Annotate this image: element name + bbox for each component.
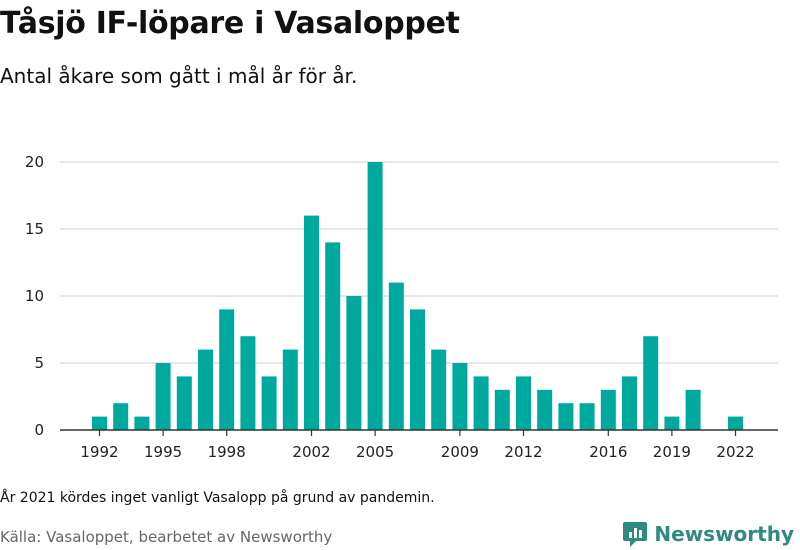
x-tick-label-2005: 2005	[356, 443, 394, 461]
y-tick-label-10: 10	[25, 287, 44, 305]
x-tick-label-1992: 1992	[80, 443, 118, 461]
bar-2003	[325, 242, 341, 430]
bar-2022	[728, 416, 743, 430]
newsworthy-brand[interactable]: Newsworthy	[622, 520, 794, 548]
y-tick-label-15: 15	[25, 220, 44, 238]
bar-2013	[537, 389, 553, 430]
brand-name: Newsworthy	[654, 522, 794, 546]
bar-2019	[664, 416, 680, 430]
bar-1997	[198, 349, 213, 430]
bar-2015	[579, 403, 595, 430]
x-tick-label-2002: 2002	[292, 443, 330, 461]
chart-subtitle: Antal åkare som gått i mål år för år.	[0, 64, 358, 88]
bar-2016	[600, 389, 616, 430]
bar-2006	[388, 282, 404, 430]
bar-2007	[410, 309, 425, 430]
bar-2009	[452, 363, 468, 430]
bar-1999	[240, 336, 256, 430]
bar-2010	[473, 376, 489, 430]
bar-2011	[494, 389, 510, 430]
x-tick-label-2009: 2009	[441, 443, 479, 461]
bar-2002	[304, 215, 319, 430]
bar-1998	[219, 309, 235, 430]
x-tick-label-1995: 1995	[144, 443, 182, 461]
y-tick-label-20: 20	[25, 153, 44, 171]
source-text: Källa: Vasaloppet, bearbetet av Newswort…	[0, 528, 333, 546]
bar-2018	[643, 336, 659, 430]
bar-2012	[516, 376, 531, 430]
bar-1996	[176, 376, 192, 430]
bar-1994	[134, 416, 150, 430]
bar-1995	[155, 363, 171, 430]
bar-2004	[346, 296, 362, 430]
x-tick-label-2019: 2019	[653, 443, 691, 461]
bar-2005	[367, 162, 383, 430]
y-tick-label-5: 5	[34, 354, 44, 372]
x-tick-label-1998: 1998	[208, 443, 246, 461]
bar-2000	[261, 376, 277, 430]
bar-2020	[685, 389, 701, 430]
chart-note: År 2021 kördes inget vanligt Vasalopp på…	[0, 490, 435, 506]
x-tick-label-2012: 2012	[504, 443, 542, 461]
bar-2001	[282, 349, 298, 430]
bar-chart: 0 5 10 15 20 1992 1995 1998 2002 2005 2009 2012 2016…	[25, 153, 778, 461]
newsworthy-logo-icon	[623, 522, 648, 547]
x-tick-label-2022: 2022	[716, 443, 754, 461]
chart-title: Tåsjö IF-löpare i Vasaloppet	[0, 6, 460, 41]
bar-2014	[558, 403, 574, 430]
bar-1993	[113, 403, 129, 430]
bar-2008	[431, 349, 447, 430]
bar-1992	[92, 416, 107, 430]
x-tick-label-2016: 2016	[589, 443, 627, 461]
bar-2017	[622, 376, 637, 430]
y-tick-label-0: 0	[34, 421, 44, 439]
